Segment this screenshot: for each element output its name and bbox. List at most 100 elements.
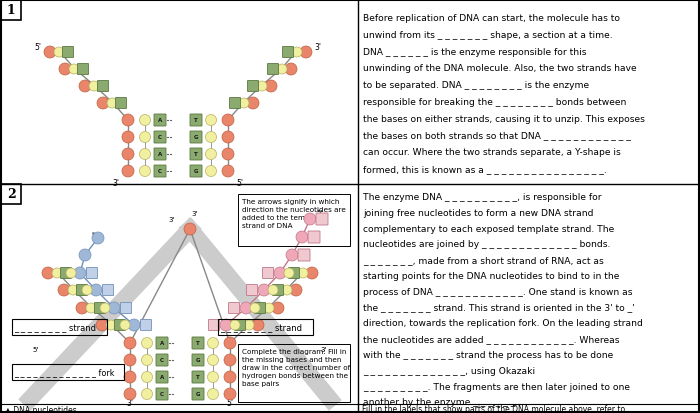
Text: A: A xyxy=(158,118,162,123)
Text: with the _ _ _ _ _ _ _ strand the process has to be done: with the _ _ _ _ _ _ _ strand the proces… xyxy=(363,350,613,359)
FancyBboxPatch shape xyxy=(192,337,204,349)
Circle shape xyxy=(69,65,79,75)
Circle shape xyxy=(128,319,140,331)
Text: 5': 5' xyxy=(237,179,244,188)
Circle shape xyxy=(220,319,232,331)
FancyBboxPatch shape xyxy=(308,231,320,243)
Text: Fill in the labels that show parts of the DNA molecule above, refer to: Fill in the labels that show parts of th… xyxy=(362,404,625,413)
Circle shape xyxy=(96,319,108,331)
Text: 5': 5' xyxy=(34,43,41,52)
Circle shape xyxy=(240,302,252,314)
Circle shape xyxy=(272,302,284,314)
FancyBboxPatch shape xyxy=(190,149,202,161)
Circle shape xyxy=(207,372,218,382)
Text: C: C xyxy=(158,135,162,140)
Circle shape xyxy=(206,149,216,160)
FancyBboxPatch shape xyxy=(97,81,108,92)
Circle shape xyxy=(230,320,240,330)
Circle shape xyxy=(274,267,286,279)
Text: responsible for breaking the _ _ _ _ _ _ _ _ bonds between: responsible for breaking the _ _ _ _ _ _… xyxy=(363,98,626,107)
Text: 2: 2 xyxy=(6,188,15,201)
Text: the nucleotides are added _ _ _ _ _ _ _ _ _ _ _ _. Whereas: the nucleotides are added _ _ _ _ _ _ _ … xyxy=(363,335,620,343)
Text: another by the enzyme _ _ _ _ _ _.: another by the enzyme _ _ _ _ _ _. xyxy=(363,397,518,406)
FancyBboxPatch shape xyxy=(190,132,202,144)
Text: 3': 3' xyxy=(321,346,327,352)
FancyBboxPatch shape xyxy=(192,388,204,400)
Circle shape xyxy=(139,132,150,143)
Circle shape xyxy=(284,268,294,278)
Circle shape xyxy=(252,319,264,331)
Text: 5': 5' xyxy=(227,398,234,407)
Text: DNA _ _ _ _ _ _ is the enzyme responsible for this: DNA _ _ _ _ _ _ is the enzyme responsibl… xyxy=(363,47,587,57)
Circle shape xyxy=(76,302,88,314)
Circle shape xyxy=(79,249,91,261)
Text: G: G xyxy=(194,169,198,174)
Circle shape xyxy=(141,389,153,399)
Text: can occur. Where the two strands separate, a Y-shape is: can occur. Where the two strands separat… xyxy=(363,148,621,157)
Text: C: C xyxy=(158,169,162,174)
Text: T: T xyxy=(194,152,198,157)
Circle shape xyxy=(107,99,117,109)
FancyBboxPatch shape xyxy=(230,98,241,109)
FancyBboxPatch shape xyxy=(156,388,168,400)
Text: unwinding of the DNA molecule. Also, the two strands have: unwinding of the DNA molecule. Also, the… xyxy=(363,64,636,73)
Circle shape xyxy=(292,48,302,58)
Text: Complete the diagram: Fill in
the missing bases and then
draw in the correct num: Complete the diagram: Fill in the missin… xyxy=(242,348,350,386)
Circle shape xyxy=(90,284,102,296)
Circle shape xyxy=(97,98,109,110)
Circle shape xyxy=(222,115,234,127)
FancyBboxPatch shape xyxy=(190,166,202,178)
FancyBboxPatch shape xyxy=(156,354,168,366)
Text: A: A xyxy=(160,375,164,380)
Text: Before replication of DNA can start, the molecule has to: Before replication of DNA can start, the… xyxy=(363,14,620,23)
Bar xyxy=(1,1,21,21)
Circle shape xyxy=(82,285,92,295)
FancyBboxPatch shape xyxy=(60,268,71,279)
FancyBboxPatch shape xyxy=(190,115,202,127)
Circle shape xyxy=(122,115,134,127)
Text: 5': 5' xyxy=(317,209,323,216)
Bar xyxy=(238,195,350,247)
Circle shape xyxy=(79,81,91,93)
Text: the bases on both strands so that DNA _ _ _ _ _ _ _ _ _ _ _ _: the bases on both strands so that DNA _ … xyxy=(363,131,631,140)
FancyBboxPatch shape xyxy=(116,98,127,109)
Circle shape xyxy=(74,267,86,279)
Circle shape xyxy=(106,320,116,330)
Circle shape xyxy=(52,268,62,278)
FancyBboxPatch shape xyxy=(62,47,74,58)
Text: process of DNA _ _ _ _ _ _ _ _ _ _ _ _. One stand is known as: process of DNA _ _ _ _ _ _ _ _ _ _ _ _. … xyxy=(363,287,633,296)
FancyBboxPatch shape xyxy=(94,303,106,314)
FancyBboxPatch shape xyxy=(78,64,88,75)
Text: 3': 3' xyxy=(314,43,321,52)
Text: _ _ _ _ _ _ _ _ strand: _ _ _ _ _ _ _ _ strand xyxy=(220,323,302,332)
Circle shape xyxy=(298,268,308,278)
Bar xyxy=(12,364,124,380)
Circle shape xyxy=(108,302,120,314)
Text: 3': 3' xyxy=(113,179,120,188)
Circle shape xyxy=(207,338,218,349)
Circle shape xyxy=(222,149,234,161)
FancyBboxPatch shape xyxy=(154,149,166,161)
FancyBboxPatch shape xyxy=(192,371,204,383)
Circle shape xyxy=(268,285,278,295)
Text: 3': 3' xyxy=(169,216,175,223)
FancyBboxPatch shape xyxy=(255,303,265,314)
Text: formed, this is known as a _ _ _ _ _ _ _ _ _ _ _ _ _ _ _ _.: formed, this is known as a _ _ _ _ _ _ _… xyxy=(363,165,607,174)
Circle shape xyxy=(224,354,236,366)
Circle shape xyxy=(66,268,76,278)
Text: starting points for the DNA nucleotides to bind to in the: starting points for the DNA nucleotides … xyxy=(363,271,620,280)
Text: _ _ _ _ _ _ _ _ _. The fragments are then later joined to one: _ _ _ _ _ _ _ _ _. The fragments are the… xyxy=(363,382,630,391)
Bar xyxy=(218,319,313,335)
Bar xyxy=(12,319,107,335)
Text: _ _ _ _ _ _ _ _ strand: _ _ _ _ _ _ _ _ strand xyxy=(14,323,96,332)
FancyBboxPatch shape xyxy=(102,285,113,296)
Circle shape xyxy=(224,388,236,400)
Circle shape xyxy=(265,81,277,93)
Circle shape xyxy=(257,82,267,92)
FancyBboxPatch shape xyxy=(234,320,246,331)
Circle shape xyxy=(92,233,104,244)
FancyBboxPatch shape xyxy=(154,166,166,178)
Text: T: T xyxy=(196,375,200,380)
Circle shape xyxy=(286,249,298,261)
Text: direction, towards the replication fork. On the leading strand: direction, towards the replication fork.… xyxy=(363,318,643,328)
